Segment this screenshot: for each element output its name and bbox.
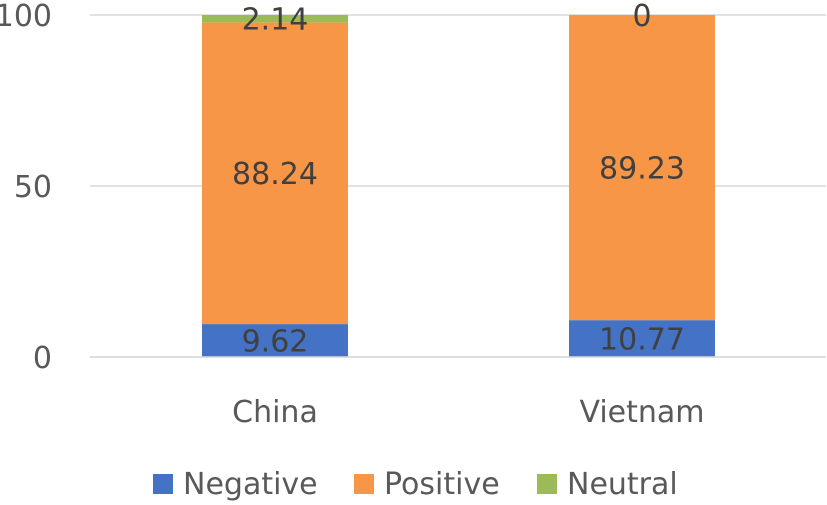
- legend-label: Neutral: [567, 467, 678, 502]
- data-labels: 9.62 88.24 2.14 10.77 89.23 0: [232, 0, 685, 360]
- data-label-positive-china: 88.24: [232, 157, 318, 192]
- data-label-negative-vietnam: 10.77: [599, 323, 685, 358]
- bar-neutral-china: [202, 15, 348, 23]
- bar-negative-china: [202, 324, 348, 357]
- legend-item-negative: Negative: [153, 467, 318, 502]
- legend-swatch: [153, 474, 173, 494]
- legend: Negative Positive Neutral: [153, 467, 678, 502]
- gridlines: [90, 14, 826, 358]
- x-axis: China Vietnam: [90, 356, 826, 430]
- x-category-label: Vietnam: [579, 395, 704, 430]
- data-label-negative-china: 9.62: [242, 325, 309, 360]
- y-tick-label: 50: [14, 170, 52, 205]
- legend-item-positive: Positive: [354, 467, 500, 502]
- legend-swatch: [354, 474, 374, 494]
- legend-item-neutral: Neutral: [537, 467, 678, 502]
- data-label-neutral-china: 2.14: [242, 3, 309, 38]
- bar-negative-vietnam: [569, 320, 715, 357]
- legend-label: Negative: [183, 467, 318, 502]
- y-tick-label: 100: [0, 0, 52, 34]
- data-label-positive-vietnam: 89.23: [599, 152, 685, 187]
- bars: [202, 15, 715, 357]
- y-axis: 0 50 100: [0, 0, 52, 376]
- bar-positive-china: [202, 22, 348, 325]
- legend-swatch: [537, 474, 557, 494]
- y-tick-label: 0: [33, 341, 52, 376]
- x-category-label: China: [232, 395, 318, 430]
- data-label-neutral-vietnam: 0: [632, 0, 651, 34]
- legend-label: Positive: [384, 467, 500, 502]
- bar-positive-vietnam: [569, 15, 715, 321]
